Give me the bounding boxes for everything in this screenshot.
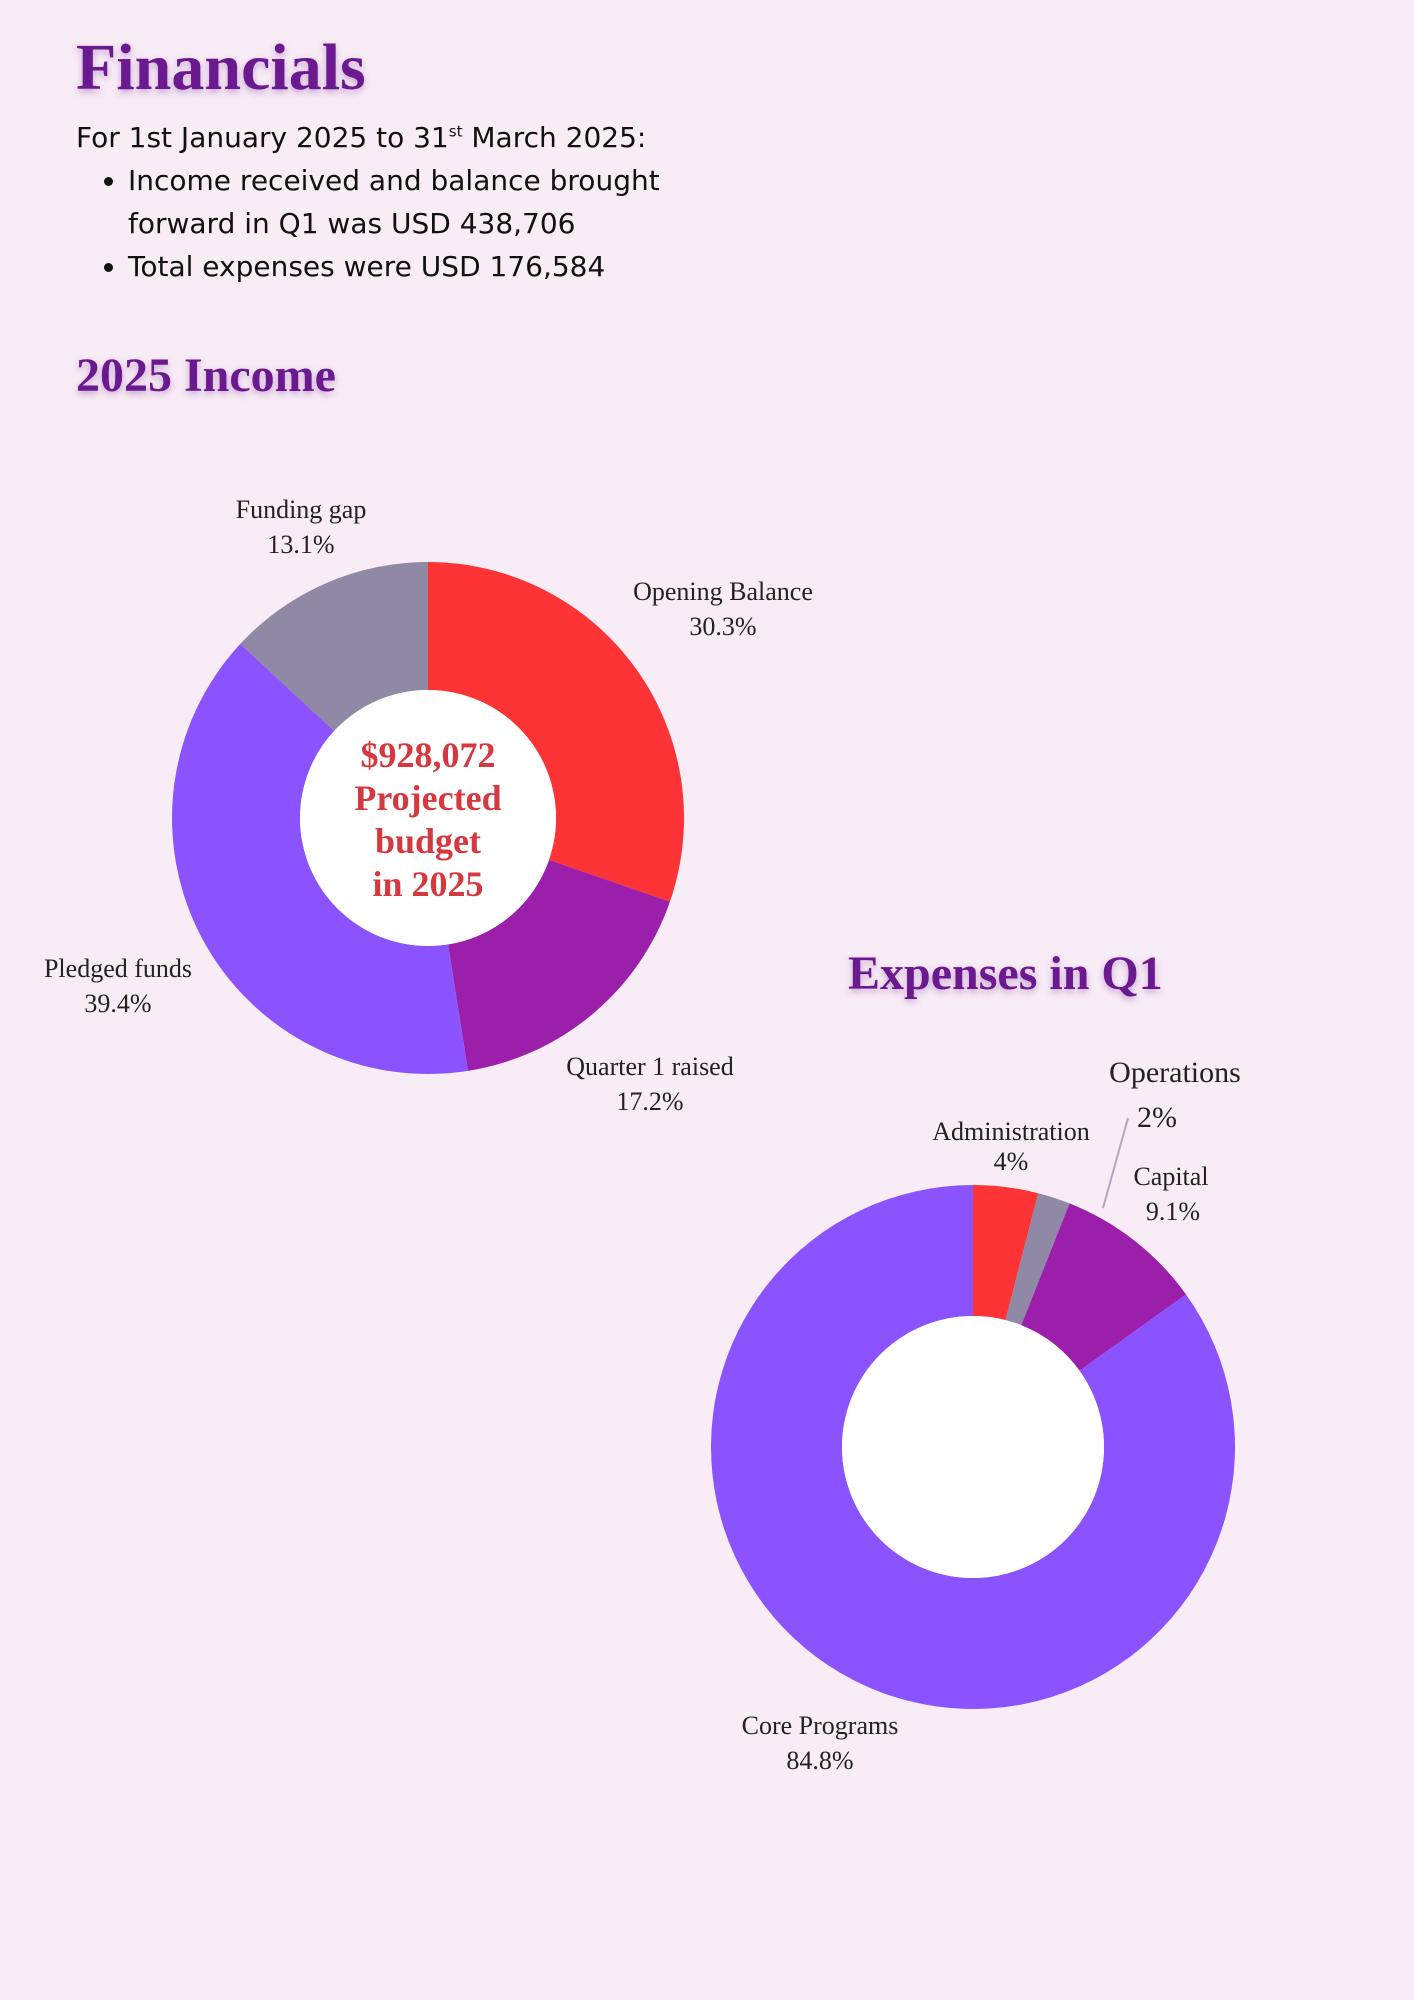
income-slice-opening-balance bbox=[428, 562, 685, 902]
income-value-funding-gap: 13.1% bbox=[267, 530, 334, 559]
expenses-label-core-programs: Core Programs bbox=[742, 1711, 899, 1740]
expenses-label-operations: Operations bbox=[1109, 1056, 1241, 1089]
expenses-slice-operations bbox=[1005, 1193, 1070, 1326]
income-center-line-2: Projected bbox=[354, 778, 501, 818]
bullet-income: Income received and balance brought forw… bbox=[128, 159, 728, 245]
summary-list: Income received and balance brought forw… bbox=[76, 159, 876, 288]
income-center-line-1: $928,072 bbox=[361, 735, 496, 775]
expenses-slice-capital bbox=[1021, 1203, 1187, 1371]
income-hole bbox=[300, 690, 556, 946]
income-value-quarter-1-raised: 17.2% bbox=[616, 1087, 683, 1116]
expenses-value-administration: 4% bbox=[994, 1147, 1029, 1176]
income-label-quarter-1-raised: Quarter 1 raised bbox=[566, 1052, 733, 1081]
income-label-opening-balance: Opening Balance bbox=[633, 577, 813, 606]
expenses-value-operations: 2% bbox=[1137, 1101, 1177, 1134]
income-slice-pledged-funds bbox=[171, 643, 469, 1074]
expenses-value-capital: 9.1% bbox=[1146, 1197, 1200, 1226]
income-label-pledged-funds: Pledged funds bbox=[44, 954, 192, 983]
expenses-hole bbox=[842, 1316, 1104, 1578]
income-slice-quarter-1-raised bbox=[448, 859, 670, 1071]
income-chart-title: 2025 Income bbox=[76, 349, 336, 402]
expenses-slice-administration bbox=[973, 1185, 1039, 1321]
expenses-slice-core-programs bbox=[711, 1185, 1236, 1709]
expenses-chart-title: Expenses in Q1 bbox=[848, 947, 1163, 1000]
intro-text: For 1st January 2025 to 31st March 2025:… bbox=[76, 116, 876, 288]
income-center-line-4: in 2025 bbox=[372, 864, 483, 904]
period-line: For 1st January 2025 to 31st March 2025: bbox=[76, 116, 876, 159]
period-prefix: For 1st January 2025 to 31 bbox=[76, 121, 449, 154]
income-center-line-3: budget bbox=[375, 821, 481, 861]
operations-leader-line bbox=[1102, 1117, 1129, 1209]
income-value-opening-balance: 30.3% bbox=[689, 612, 756, 641]
page-title: Financials bbox=[76, 31, 366, 104]
income-label-funding-gap: Funding gap bbox=[236, 495, 367, 524]
period-superscript: st bbox=[448, 122, 463, 141]
expenses-value-core-programs: 84.8% bbox=[786, 1746, 853, 1775]
bullet-expenses: Total expenses were USD 176,584 bbox=[128, 245, 876, 288]
income-value-pledged-funds: 39.4% bbox=[84, 989, 151, 1018]
income-slice-funding-gap bbox=[240, 562, 428, 731]
expenses-label-administration: Administration bbox=[932, 1117, 1089, 1146]
period-suffix: March 2025: bbox=[462, 121, 647, 154]
expenses-label-capital: Capital bbox=[1133, 1162, 1208, 1191]
